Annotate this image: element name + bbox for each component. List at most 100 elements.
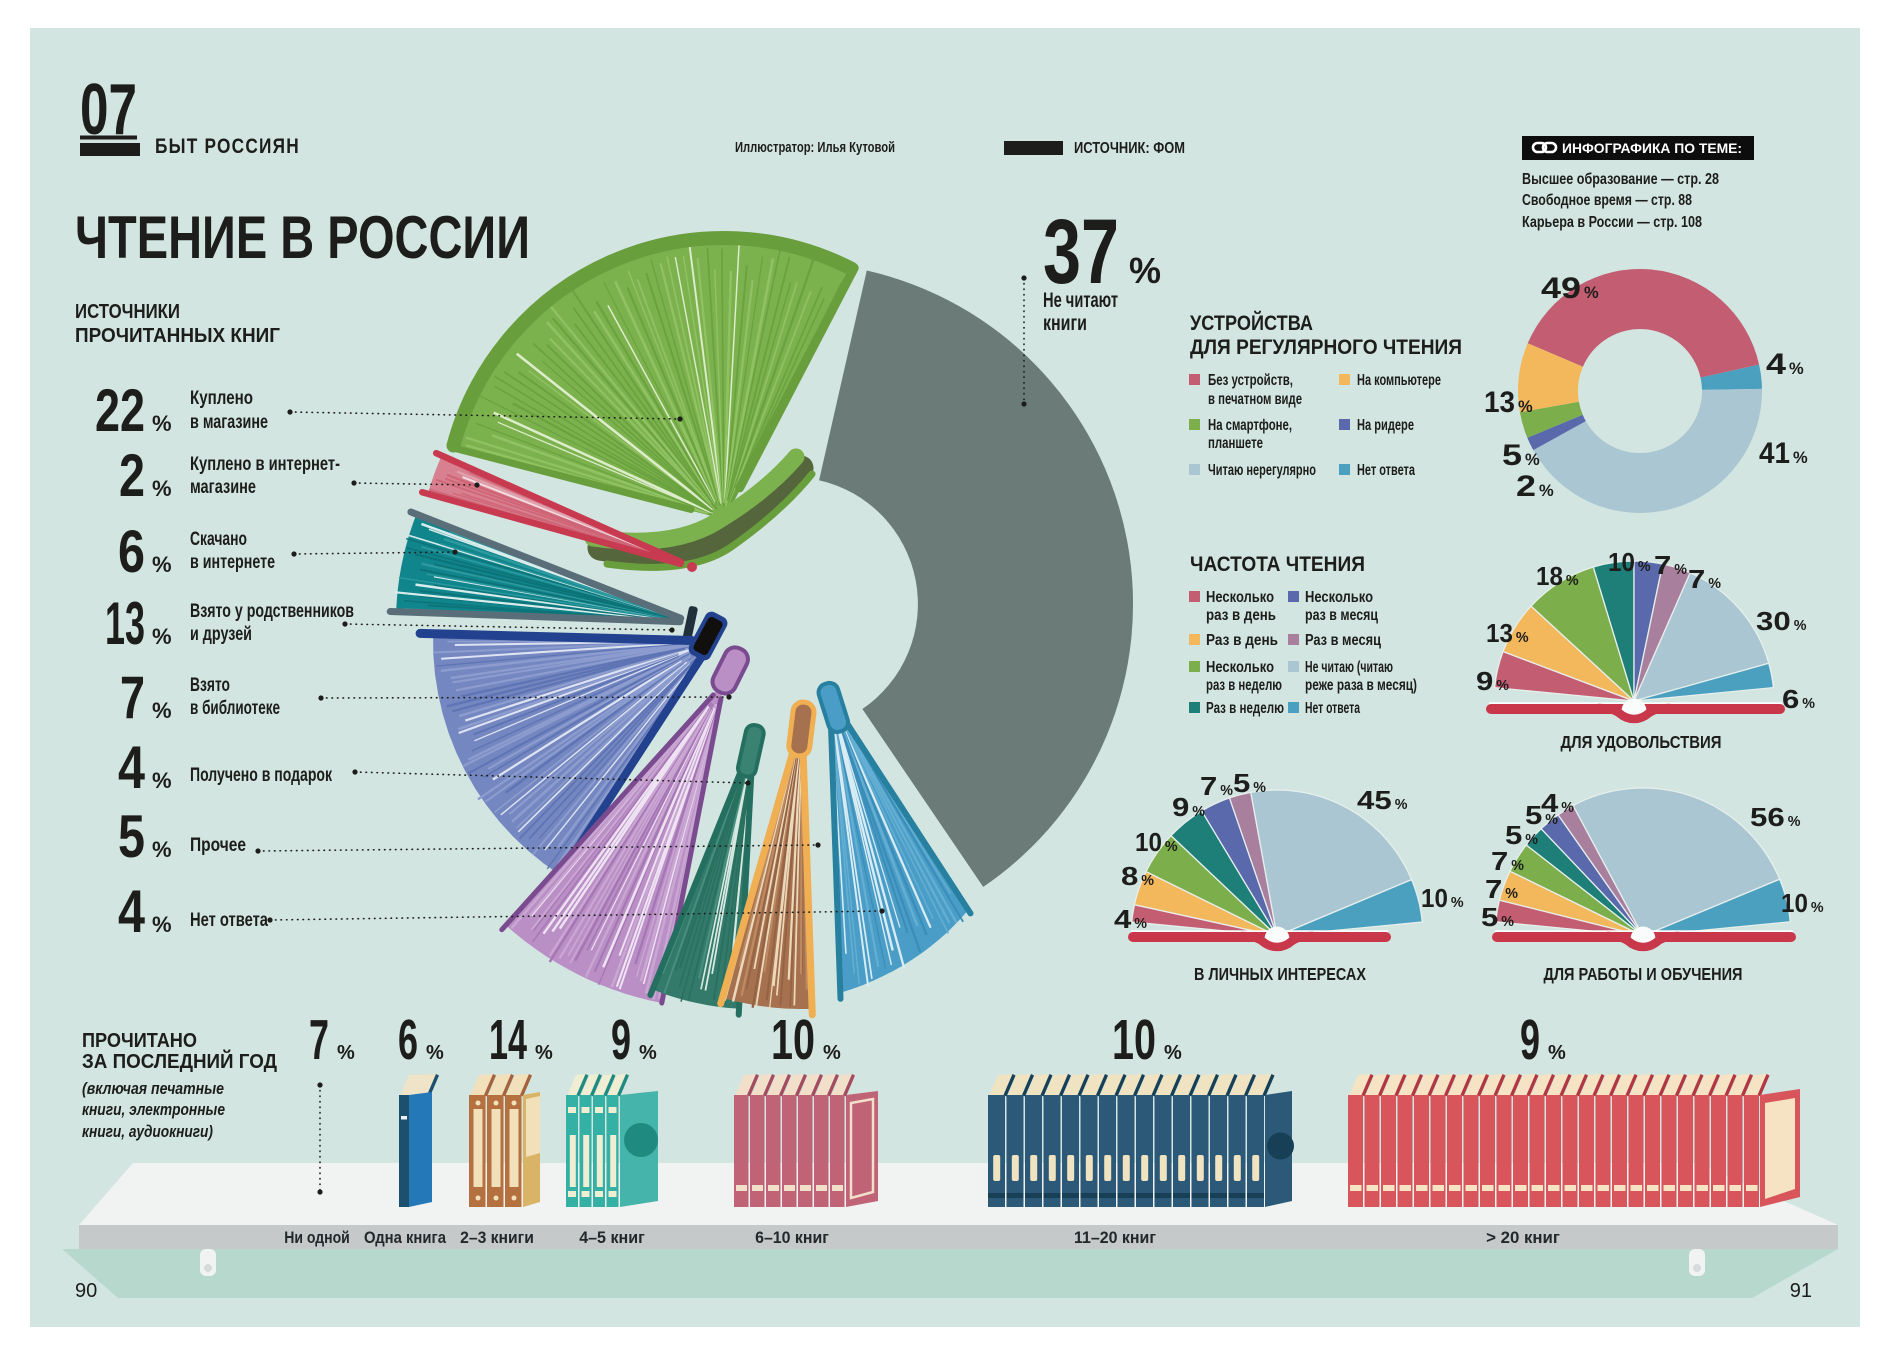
svg-text:6: 6: [118, 518, 145, 585]
svg-text:37: 37: [1043, 201, 1119, 303]
svg-text:Раз в месяц: Раз в месяц: [1305, 632, 1381, 649]
svg-text:2–3 книги: 2–3 книги: [460, 1228, 534, 1247]
svg-text:На смартфоне,: На смартфоне,: [1208, 417, 1292, 434]
svg-text:Свободное время — стр. 88: Свободное время — стр. 88: [1522, 192, 1692, 209]
svg-text:6–10 книг: 6–10 книг: [755, 1228, 829, 1247]
svg-text:%: %: [823, 1042, 841, 1064]
svg-text:Куплено в интернет-: Куплено в интернет-: [190, 454, 340, 475]
svg-text:9: 9: [1520, 1008, 1540, 1072]
svg-text:%: %: [1518, 398, 1533, 416]
svg-text:14: 14: [489, 1008, 527, 1072]
svg-text:раз в день: раз в день: [1206, 607, 1276, 624]
svg-text:41: 41: [1759, 437, 1790, 470]
svg-text:%: %: [1674, 562, 1687, 578]
svg-text:книги, аудиокниги): книги, аудиокниги): [82, 1122, 213, 1141]
svg-text:45: 45: [1357, 785, 1392, 815]
svg-text:%: %: [1584, 284, 1599, 302]
svg-text:Не читаю (читаю: Не читаю (читаю: [1305, 659, 1393, 676]
svg-text:7: 7: [1688, 564, 1705, 594]
svg-text:Раз в неделю: Раз в неделю: [1206, 700, 1284, 717]
svg-text:13: 13: [1486, 618, 1513, 648]
svg-text:в библиотеке: в библиотеке: [190, 698, 280, 719]
svg-text:Высшее образование — стр. 28: Высшее образование — стр. 28: [1522, 171, 1719, 188]
svg-text:%: %: [1708, 576, 1721, 592]
svg-text:10: 10: [1135, 827, 1162, 857]
svg-text:> 20 книг: > 20 книг: [1486, 1228, 1560, 1247]
svg-text:ЗА ПОСЛЕДНИЙ ГОД: ЗА ПОСЛЕДНИЙ ГОД: [82, 1049, 277, 1073]
svg-text:5: 5: [1502, 439, 1522, 472]
svg-text:реже раза в месяц): реже раза в месяц): [1305, 677, 1417, 694]
svg-text:%: %: [1192, 804, 1205, 820]
svg-text:УСТРОЙСТВА: УСТРОЙСТВА: [1190, 311, 1313, 335]
svg-text:Не читают: Не читают: [1043, 289, 1118, 312]
svg-text:%: %: [1793, 449, 1808, 467]
svg-text:9: 9: [1476, 666, 1493, 696]
svg-text:%: %: [1501, 914, 1514, 930]
svg-text:%: %: [152, 552, 172, 577]
svg-text:%: %: [1395, 797, 1408, 813]
svg-text:%: %: [1516, 630, 1529, 646]
svg-text:%: %: [1164, 1042, 1182, 1064]
svg-text:13: 13: [105, 590, 145, 657]
svg-text:Несколько: Несколько: [1206, 659, 1274, 676]
svg-text:Скачано: Скачано: [190, 529, 247, 550]
svg-text:Куплено: Куплено: [190, 388, 253, 409]
svg-text:книги, электронные: книги, электронные: [82, 1100, 225, 1119]
svg-text:6: 6: [1782, 684, 1799, 714]
svg-text:18: 18: [1536, 561, 1563, 591]
svg-text:30: 30: [1756, 606, 1791, 636]
svg-text:В ЛИЧНЫХ ИНТЕРЕСАХ: В ЛИЧНЫХ ИНТЕРЕСАХ: [1194, 964, 1366, 984]
svg-text:книги: книги: [1043, 312, 1087, 335]
svg-text:%: %: [1548, 1042, 1566, 1064]
svg-text:Одна книга: Одна книга: [364, 1228, 446, 1247]
svg-text:%: %: [152, 912, 172, 937]
svg-text:Нет ответа: Нет ответа: [1357, 462, 1415, 479]
svg-text:4: 4: [118, 734, 146, 801]
svg-text:22: 22: [95, 377, 145, 444]
svg-text:4: 4: [1541, 788, 1559, 818]
svg-text:ЧТЕНИЕ В РОССИИ: ЧТЕНИЕ В РОССИИ: [75, 204, 530, 271]
svg-text:На ридере: На ридере: [1357, 417, 1414, 434]
svg-text:5: 5: [118, 803, 145, 870]
svg-text:7: 7: [309, 1008, 329, 1072]
svg-text:%: %: [1638, 559, 1651, 575]
svg-text:%: %: [426, 1042, 444, 1064]
svg-text:Нет ответа: Нет ответа: [190, 910, 268, 931]
svg-text:9: 9: [611, 1008, 631, 1072]
svg-text:Взято у родственников: Взято у родственников: [190, 601, 354, 622]
svg-text:%: %: [1220, 783, 1233, 799]
svg-text:в магазине: в магазине: [190, 412, 268, 433]
svg-text:8: 8: [1121, 861, 1138, 891]
svg-text:Ни одной: Ни одной: [284, 1228, 350, 1247]
svg-text:ДЛЯ РАБОТЫ И ОБУЧЕНИЯ: ДЛЯ РАБОТЫ И ОБУЧЕНИЯ: [1544, 964, 1743, 984]
svg-text:Взято: Взято: [190, 675, 230, 696]
svg-text:5: 5: [1525, 800, 1542, 830]
svg-text:10: 10: [1112, 1008, 1156, 1072]
svg-text:магазине: магазине: [190, 477, 256, 498]
svg-text:7: 7: [1200, 771, 1217, 801]
svg-text:ДЛЯ УДОВОЛЬСТВИЯ: ДЛЯ УДОВОЛЬСТВИЯ: [1561, 732, 1722, 752]
svg-text:%: %: [1141, 873, 1154, 889]
svg-text:56: 56: [1750, 802, 1785, 832]
svg-text:4: 4: [1766, 348, 1786, 381]
svg-text:10: 10: [1608, 547, 1635, 577]
svg-text:%: %: [152, 476, 172, 501]
svg-text:%: %: [1511, 858, 1524, 874]
svg-text:Нет ответа: Нет ответа: [1305, 700, 1360, 717]
svg-text:Прочее: Прочее: [190, 835, 246, 856]
svg-text:%: %: [1253, 780, 1266, 796]
svg-text:(включая печатные: (включая печатные: [82, 1079, 224, 1098]
svg-text:4–5 книг: 4–5 книг: [579, 1228, 645, 1247]
svg-text:10: 10: [1781, 888, 1808, 918]
svg-text:ДЛЯ РЕГУЛЯРНОГО ЧТЕНИЯ: ДЛЯ РЕГУЛЯРНОГО ЧТЕНИЯ: [1190, 336, 1462, 359]
svg-text:%: %: [337, 1042, 355, 1064]
svg-text:5: 5: [1505, 820, 1522, 850]
svg-text:4: 4: [1114, 904, 1132, 934]
svg-text:11–20 книг: 11–20 книг: [1074, 1228, 1156, 1247]
svg-text:и друзей: и друзей: [190, 624, 252, 645]
svg-text:%: %: [1134, 916, 1147, 932]
svg-text:раз в месяц: раз в месяц: [1305, 607, 1378, 624]
svg-text:7: 7: [120, 664, 145, 731]
svg-text:Несколько: Несколько: [1305, 589, 1373, 606]
svg-text:Получено в подарок: Получено в подарок: [190, 765, 332, 786]
